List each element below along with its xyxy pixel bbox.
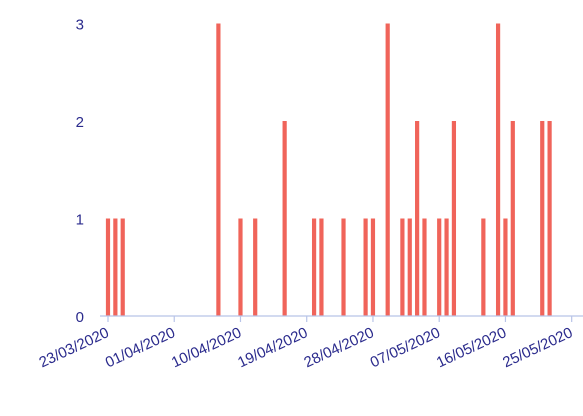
bar-2020-05-03 bbox=[407, 218, 412, 316]
bar-2020-04-24 bbox=[341, 218, 346, 316]
bar-2020-05-15 bbox=[495, 23, 501, 316]
bar-2020-05-22 bbox=[547, 121, 552, 316]
x-tick-label: 07/05/2020 bbox=[368, 324, 443, 371]
x-axis-labels: 23/03/202001/04/202010/04/202019/04/2020… bbox=[36, 324, 575, 371]
bar-2020-04-07 bbox=[216, 23, 221, 316]
bar-2020-04-12 bbox=[253, 218, 258, 316]
bar-2020-03-24 bbox=[113, 218, 118, 316]
bar-2020-04-16 bbox=[282, 121, 287, 316]
bar-2020-04-28 bbox=[370, 218, 376, 316]
bar-2020-03-23 bbox=[105, 218, 111, 316]
x-tick-label: 16/05/2020 bbox=[434, 324, 509, 371]
bar-2020-04-27 bbox=[363, 218, 368, 316]
x-tick-label: 28/04/2020 bbox=[301, 324, 376, 371]
bar-2020-05-17 bbox=[510, 121, 515, 316]
bar-2020-05-04 bbox=[415, 121, 420, 316]
x-tick-label: 01/04/2020 bbox=[103, 324, 178, 371]
bar-2020-05-05 bbox=[422, 218, 427, 316]
bar-2020-05-02 bbox=[400, 218, 405, 316]
y-tick-label: 1 bbox=[76, 212, 84, 229]
x-tick-label: 19/04/2020 bbox=[235, 324, 310, 371]
x-tick-label: 10/04/2020 bbox=[169, 324, 244, 371]
y-tick-label: 2 bbox=[76, 114, 84, 131]
bar-2020-05-07 bbox=[437, 218, 442, 316]
bar-2020-05-13 bbox=[481, 218, 486, 316]
bar-2020-05-09 bbox=[451, 121, 457, 316]
bar-2020-05-16 bbox=[503, 218, 508, 316]
x-axis-ticks bbox=[107, 316, 573, 322]
bars bbox=[105, 23, 552, 316]
bar-2020-05-08 bbox=[444, 218, 449, 316]
y-axis-labels: 0 1 2 3 bbox=[76, 17, 84, 327]
bar-2020-03-25 bbox=[120, 218, 125, 316]
x-tick-label: 23/03/2020 bbox=[36, 324, 111, 371]
x-tick-label: 25/05/2020 bbox=[500, 324, 575, 371]
y-tick-label: 0 bbox=[76, 309, 84, 326]
bar-2020-04-10 bbox=[238, 218, 243, 316]
bar-2020-05-21 bbox=[540, 121, 545, 316]
bar-2020-04-30 bbox=[385, 23, 390, 316]
bar-2020-04-20 bbox=[311, 218, 317, 316]
y-tick-label: 3 bbox=[76, 17, 84, 34]
bar-2020-04-21 bbox=[319, 218, 324, 316]
